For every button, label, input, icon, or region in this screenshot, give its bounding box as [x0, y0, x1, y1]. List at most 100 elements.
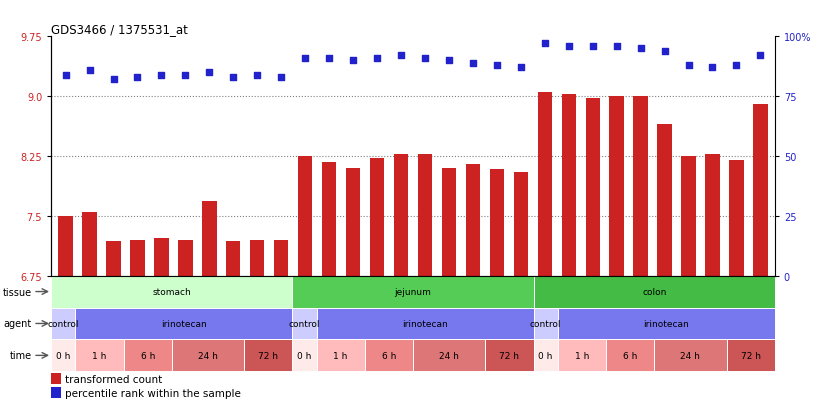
- Bar: [705, 154, 719, 276]
- Text: 6 h: 6 h: [623, 351, 638, 360]
- Bar: [226, 242, 240, 276]
- Bar: [75, 308, 292, 339]
- Point: [634, 46, 648, 52]
- Point: [83, 67, 96, 74]
- Text: GDS3466 / 1375531_at: GDS3466 / 1375531_at: [51, 23, 188, 36]
- Bar: [442, 169, 456, 276]
- Point: [178, 72, 192, 78]
- Bar: [51, 276, 292, 308]
- Bar: [298, 157, 312, 276]
- Bar: [172, 339, 244, 371]
- Bar: [75, 339, 124, 371]
- Point: [515, 65, 528, 71]
- Point: [467, 60, 480, 67]
- Point: [346, 58, 359, 64]
- Text: stomach: stomach: [153, 287, 191, 297]
- Text: control: control: [530, 319, 562, 328]
- Point: [730, 62, 743, 69]
- Bar: [51, 339, 75, 371]
- Text: control: control: [48, 319, 79, 328]
- Text: 1 h: 1 h: [93, 351, 107, 360]
- Bar: [51, 308, 75, 339]
- Bar: [274, 240, 288, 276]
- Text: colon: colon: [642, 287, 667, 297]
- Bar: [753, 105, 767, 276]
- Bar: [370, 159, 384, 276]
- Bar: [534, 276, 775, 308]
- Bar: [83, 212, 97, 276]
- Bar: [729, 161, 743, 276]
- Bar: [657, 125, 672, 276]
- Point: [226, 74, 240, 81]
- Point: [131, 74, 144, 81]
- Text: 0 h: 0 h: [297, 351, 311, 360]
- Text: irinotecan: irinotecan: [402, 319, 448, 328]
- Bar: [178, 240, 192, 276]
- Bar: [418, 154, 432, 276]
- Bar: [292, 339, 316, 371]
- Bar: [558, 339, 606, 371]
- Bar: [514, 173, 528, 276]
- Text: 1 h: 1 h: [334, 351, 348, 360]
- Bar: [202, 202, 216, 276]
- Bar: [490, 170, 504, 276]
- Bar: [538, 93, 552, 276]
- Bar: [51, 387, 60, 398]
- Text: percentile rank within the sample: percentile rank within the sample: [65, 388, 241, 398]
- Point: [610, 43, 624, 50]
- Point: [682, 62, 695, 69]
- Point: [250, 72, 263, 78]
- Text: control: control: [289, 319, 320, 328]
- Text: irinotecan: irinotecan: [643, 319, 689, 328]
- Bar: [466, 164, 480, 276]
- Text: 24 h: 24 h: [681, 351, 700, 360]
- Bar: [394, 154, 408, 276]
- Point: [706, 65, 719, 71]
- Bar: [534, 308, 558, 339]
- Text: 0 h: 0 h: [539, 351, 553, 360]
- Text: 72 h: 72 h: [741, 351, 761, 360]
- Point: [419, 55, 432, 62]
- Point: [394, 53, 407, 59]
- Bar: [534, 339, 558, 371]
- Point: [59, 72, 72, 78]
- Point: [274, 74, 287, 81]
- Text: 6 h: 6 h: [382, 351, 396, 360]
- Bar: [606, 339, 654, 371]
- Bar: [681, 157, 695, 276]
- Bar: [486, 339, 534, 371]
- Text: time: time: [10, 351, 31, 361]
- Text: 72 h: 72 h: [500, 351, 520, 360]
- Bar: [322, 162, 336, 276]
- Point: [658, 48, 672, 55]
- Point: [563, 43, 576, 50]
- Point: [107, 77, 120, 83]
- Bar: [316, 308, 534, 339]
- Point: [202, 70, 216, 76]
- Text: 6 h: 6 h: [140, 351, 155, 360]
- Bar: [413, 339, 486, 371]
- Bar: [316, 339, 365, 371]
- Point: [491, 62, 504, 69]
- Bar: [586, 98, 600, 276]
- Point: [370, 55, 383, 62]
- Bar: [727, 339, 775, 371]
- Text: transformed count: transformed count: [65, 374, 162, 384]
- Point: [322, 55, 335, 62]
- Bar: [346, 169, 360, 276]
- Text: 72 h: 72 h: [259, 351, 278, 360]
- Text: 24 h: 24 h: [439, 351, 459, 360]
- Point: [539, 41, 552, 47]
- Bar: [131, 240, 145, 276]
- Bar: [634, 97, 648, 276]
- Bar: [154, 239, 169, 276]
- Bar: [107, 242, 121, 276]
- Bar: [244, 339, 292, 371]
- Bar: [292, 308, 316, 339]
- Bar: [124, 339, 172, 371]
- Text: 0 h: 0 h: [56, 351, 70, 360]
- Point: [586, 43, 600, 50]
- Bar: [558, 308, 775, 339]
- Bar: [250, 240, 264, 276]
- Text: agent: agent: [3, 319, 31, 329]
